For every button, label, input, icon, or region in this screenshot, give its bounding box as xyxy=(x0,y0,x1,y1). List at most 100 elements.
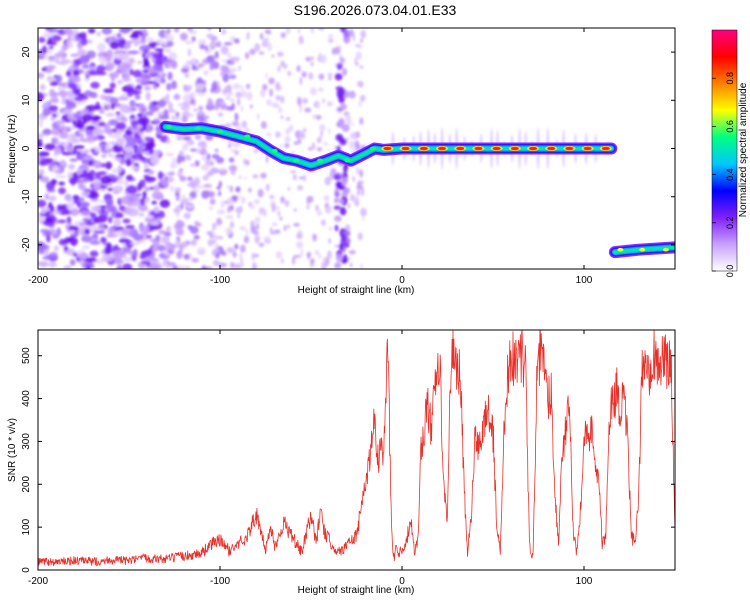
snr-x-tick-label: 0 xyxy=(399,576,405,587)
spectrogram-speckle xyxy=(306,204,310,210)
spectrogram-speckle xyxy=(271,54,275,58)
spectrogram-speckle xyxy=(112,249,124,258)
ridge-hotspot-core xyxy=(492,146,501,151)
spectrogram-speckle xyxy=(245,159,250,166)
spectrogram-speckle xyxy=(170,116,178,121)
spectrogram-speckle xyxy=(254,253,259,258)
spectrogram-speckle xyxy=(114,51,127,60)
spectrogram-speckle xyxy=(96,65,106,74)
spectrogram-speckle xyxy=(199,148,207,156)
spectrogram-speckle xyxy=(293,140,299,146)
spectrogram-speckle xyxy=(217,112,224,117)
spectrogram-speckle xyxy=(258,242,265,247)
spectrogram-speckle xyxy=(122,73,131,83)
spectrogram-speckle xyxy=(238,175,242,180)
spectrogram-speckle xyxy=(211,82,218,91)
spectrogram-speckle xyxy=(175,195,180,202)
spectrogram-speckle xyxy=(296,65,301,72)
spectrogram-speckle xyxy=(70,176,76,186)
spectrogram-speckle xyxy=(41,45,48,55)
spectrogram-speckle xyxy=(164,47,172,54)
spectrogram-speckle xyxy=(91,234,98,239)
spectrogram-speckle xyxy=(70,238,78,246)
spectrogram-speckle xyxy=(170,60,178,69)
spectrogram-speckle xyxy=(298,253,303,259)
spectrogram-speckle xyxy=(331,47,337,55)
spectrogram-speckle xyxy=(84,70,90,77)
spectrogram-speckle xyxy=(46,234,51,243)
spectrogram-speckle xyxy=(254,43,261,52)
spectrogram-speckle xyxy=(206,57,212,62)
spectrogram-speckle xyxy=(142,151,150,155)
spectrogram-speckle xyxy=(73,145,85,150)
spectrogram-speckle xyxy=(44,217,54,224)
spectrogram-speckle xyxy=(39,212,49,217)
spectrogram-speckle xyxy=(154,48,165,52)
ridge-hotspot-core xyxy=(383,146,392,151)
spectrogram-speckle xyxy=(264,209,267,218)
spectrogram-speckle xyxy=(183,253,190,260)
spectrogram-speckle xyxy=(297,137,302,145)
spectrogram-speckle xyxy=(121,85,134,93)
spectrogram-speckle xyxy=(160,235,170,243)
spectrogram-speckle xyxy=(269,88,273,97)
spectrogram-speckle xyxy=(144,86,151,91)
spectrogram-speckle xyxy=(344,31,350,38)
spectrogram-speckle xyxy=(125,185,138,194)
spectrogram-speckle xyxy=(78,183,86,191)
spectrogram-speckle xyxy=(83,188,91,193)
spectrogram-speckle xyxy=(265,183,270,192)
spectrogram-speckle xyxy=(285,116,291,122)
spectrogram-speckle xyxy=(348,29,354,37)
spectrogram-speckle xyxy=(348,250,356,255)
ridge-hotspot-core xyxy=(547,146,556,151)
spectrogram-speckle xyxy=(42,108,51,116)
spectrogram-speckle xyxy=(183,212,192,219)
spectrogram-speckle xyxy=(116,264,123,269)
snr-panel: -200 -100 0 100 0 100 200 300 400 500 Height of … xyxy=(7,329,676,596)
spectrogram-speckle xyxy=(100,175,112,185)
spectrogram-speckle xyxy=(360,263,363,269)
spectrogram-speckle xyxy=(136,145,144,154)
spectrogram-speckle xyxy=(210,160,214,167)
spectrogram-speckle xyxy=(339,198,345,205)
spectrogram-speckle xyxy=(338,243,344,251)
colorbar-frame xyxy=(711,29,738,272)
spectrogram-speckle xyxy=(105,143,111,152)
spectrogram-speckle xyxy=(203,183,212,188)
spectrogram-speckle xyxy=(212,259,220,267)
spectrogram-speckle xyxy=(53,245,59,251)
spectrogram-speckle xyxy=(357,232,363,241)
spectrogram-speckle xyxy=(98,222,103,230)
spectrogram-speckle xyxy=(238,65,241,71)
spectrogram-speckle xyxy=(113,259,124,265)
spectrogram-speckle xyxy=(180,68,189,73)
spectrogram-speckle xyxy=(216,217,223,226)
spectrogram-y-tick-label: 0 xyxy=(21,145,32,151)
spectrogram-speckle xyxy=(256,113,260,120)
spectrogram-speckle xyxy=(292,174,298,181)
spectrogram-speckle xyxy=(110,73,116,82)
spectrogram-speckle xyxy=(198,105,204,112)
spectrogram-speckle xyxy=(313,102,318,108)
spectrogram-speckle xyxy=(249,48,256,55)
spectrogram-speckle xyxy=(70,75,81,84)
spectrogram-speckle xyxy=(182,135,192,141)
spectrogram-speckle xyxy=(153,183,158,193)
spectrogram-speckle xyxy=(239,244,246,253)
spectrogram-speckle xyxy=(157,171,164,180)
spectrogram-speckle xyxy=(109,82,116,89)
spectrogram-speckle xyxy=(173,266,177,269)
spectrogram-speckle xyxy=(44,128,51,133)
snr-y-ticks: 0 100 200 300 400 500 xyxy=(21,347,675,573)
spectrogram-speckle xyxy=(197,92,206,97)
spectrogram-speckle xyxy=(170,162,177,169)
spectrogram-speckle xyxy=(305,56,312,62)
spectrogram-speckle xyxy=(121,228,132,236)
spectrogram-speckle xyxy=(98,214,108,223)
spectrogram-speckle xyxy=(288,124,294,132)
spectrogram-speckle xyxy=(328,237,331,245)
spectrogram-speckle xyxy=(252,174,259,179)
spectrogram-speckle xyxy=(215,103,223,107)
spectrogram-speckle xyxy=(38,142,44,147)
